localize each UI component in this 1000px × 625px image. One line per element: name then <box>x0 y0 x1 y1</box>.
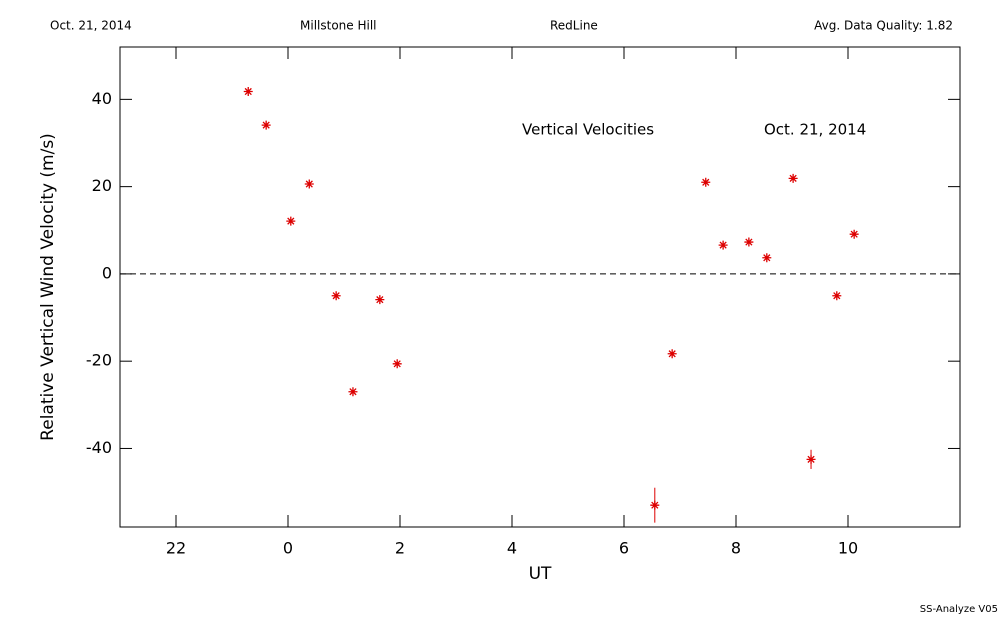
header-instrument: RedLine <box>550 19 598 33</box>
header-site: Millstone Hill <box>300 19 376 33</box>
x-tick-label: 10 <box>838 539 858 558</box>
x-tick-label: 4 <box>507 539 517 558</box>
data-point <box>348 387 358 397</box>
data-point <box>806 454 816 464</box>
data-point <box>261 120 271 130</box>
header-date: Oct. 21, 2014 <box>50 19 132 33</box>
data-point <box>667 349 677 359</box>
data-point <box>392 359 402 369</box>
x-tick-label: 22 <box>166 539 186 558</box>
y-tick-label: 40 <box>92 89 112 108</box>
data-point <box>331 291 341 301</box>
data-point <box>849 229 859 239</box>
x-tick-label: 8 <box>731 539 741 558</box>
y-tick-label: -40 <box>86 438 112 457</box>
data-point <box>832 291 842 301</box>
data-point <box>243 87 253 97</box>
annotation: Oct. 21, 2014 <box>764 121 866 139</box>
y-tick-label: -20 <box>86 351 112 370</box>
data-point <box>304 179 314 189</box>
y-axis-label: Relative Vertical Wind Velocity (m/s) <box>38 133 58 441</box>
y-tick-label: 0 <box>102 263 112 282</box>
data-point <box>788 173 798 183</box>
data-point <box>718 240 728 250</box>
footer: SS-Analyze V05 <box>920 604 998 615</box>
plot-frame <box>119 46 961 528</box>
x-tick-label: 6 <box>619 539 629 558</box>
y-tick-label: 20 <box>92 176 112 195</box>
header-quality: Avg. Data Quality: 1.82 <box>814 19 953 33</box>
data-point <box>286 216 296 226</box>
x-tick-label: 2 <box>395 539 405 558</box>
annotation: Vertical Velocities <box>522 121 654 139</box>
x-axis-label: UT <box>529 564 552 584</box>
data-point <box>701 177 711 187</box>
data-point <box>375 295 385 305</box>
data-point <box>650 500 660 510</box>
data-point <box>762 253 772 263</box>
x-tick-label: 0 <box>283 539 293 558</box>
data-point <box>744 237 754 247</box>
